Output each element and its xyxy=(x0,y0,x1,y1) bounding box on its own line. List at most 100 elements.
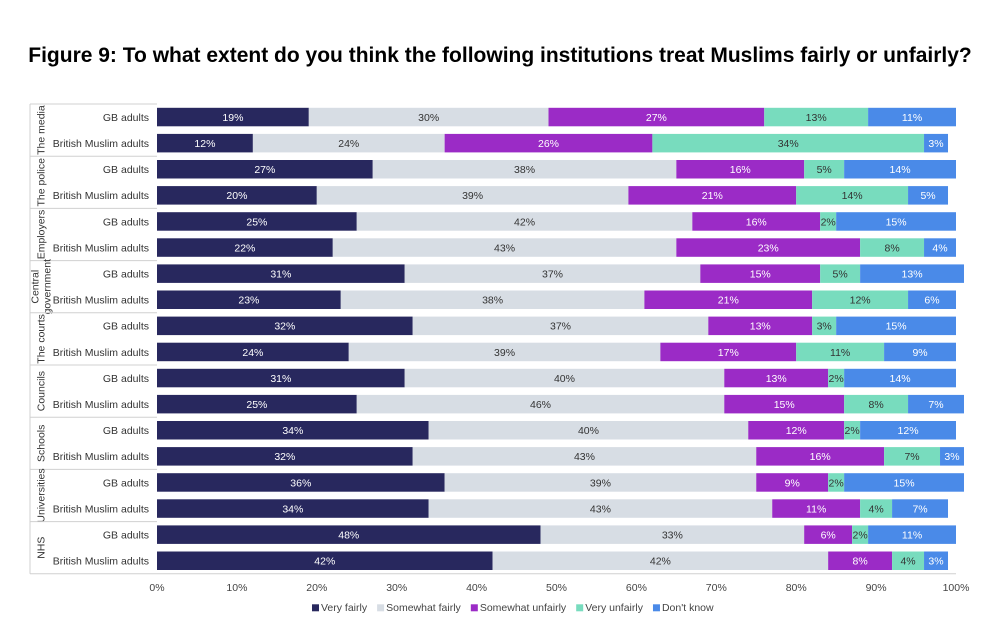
bar-segment xyxy=(332,238,677,257)
data-label: 21% xyxy=(702,190,723,202)
bar-segment xyxy=(796,342,885,362)
row-label: GB adults xyxy=(103,425,149,437)
data-label: 5% xyxy=(920,190,935,202)
data-label: 5% xyxy=(833,268,848,280)
data-label: 11% xyxy=(806,503,826,515)
bar-segment xyxy=(372,160,677,179)
data-label: 37% xyxy=(550,321,571,333)
data-label: 46% xyxy=(530,399,551,411)
data-label: 8% xyxy=(869,399,884,411)
bar-segment xyxy=(924,133,949,153)
legend-label: Very fairly xyxy=(321,602,368,614)
data-label: 2% xyxy=(829,477,844,489)
data-label: 7% xyxy=(928,399,943,411)
bar-segment xyxy=(652,133,925,153)
row-label: British Muslim adults xyxy=(53,451,149,463)
data-label: 23% xyxy=(758,242,779,254)
data-label: 14% xyxy=(890,164,911,176)
bar-segment xyxy=(924,551,949,570)
data-label: 31% xyxy=(270,268,291,280)
bar-segment xyxy=(756,473,829,492)
data-label: 39% xyxy=(590,477,611,489)
bar-segment xyxy=(157,212,357,231)
bar-segment xyxy=(772,499,861,518)
bar-segment xyxy=(724,394,845,414)
data-label: 27% xyxy=(254,164,275,176)
x-tick-label: 20% xyxy=(306,582,327,594)
data-label: 3% xyxy=(944,451,959,463)
legend-label: Very unfairly xyxy=(585,602,644,614)
bar-segment xyxy=(316,186,629,205)
bar-segment xyxy=(412,316,709,336)
bar-segment xyxy=(157,133,253,153)
data-label: 4% xyxy=(900,556,915,568)
row-label: British Muslim adults xyxy=(53,399,149,411)
bar-segment xyxy=(492,551,829,570)
bar-segment xyxy=(444,133,653,153)
group-label: Councils xyxy=(36,371,48,411)
bar-segment xyxy=(860,264,964,283)
data-label: 14% xyxy=(890,373,911,385)
data-label: 14% xyxy=(842,190,863,202)
bar-segment xyxy=(157,316,413,336)
bar-segment xyxy=(812,316,837,336)
bar-segment xyxy=(644,290,813,309)
x-tick-label: 0% xyxy=(149,582,164,594)
bar-segment xyxy=(157,421,429,440)
group-label: Centralgovernment xyxy=(30,259,54,315)
row-label: British Muslim adults xyxy=(53,347,149,359)
bar-segment xyxy=(724,368,829,388)
data-label: 13% xyxy=(750,321,771,333)
bar-segment xyxy=(676,160,805,179)
bar-segment xyxy=(844,368,956,388)
data-label: 2% xyxy=(853,529,868,541)
bar-segment xyxy=(836,212,956,231)
bar-segment xyxy=(340,290,645,309)
bar-segment xyxy=(692,212,821,231)
bar-segment xyxy=(892,499,949,518)
data-label: 3% xyxy=(928,138,943,150)
bar-segment xyxy=(940,447,964,466)
bar-segment xyxy=(540,525,805,544)
legend-swatch xyxy=(470,604,478,612)
bar-segment xyxy=(884,342,956,362)
data-label: 42% xyxy=(650,556,671,568)
data-label: 17% xyxy=(718,347,739,359)
bar-segment xyxy=(756,447,885,466)
bar-segment xyxy=(844,473,964,492)
data-label: 32% xyxy=(274,321,295,333)
bar-segment xyxy=(908,290,956,309)
row-label: British Muslim adults xyxy=(53,242,149,254)
group-label: Universities xyxy=(36,468,48,522)
data-label: 16% xyxy=(730,164,751,176)
bar-segment xyxy=(157,394,357,414)
bar-segment xyxy=(828,368,845,388)
bar-segment xyxy=(444,473,757,492)
row-label: GB adults xyxy=(103,112,149,124)
row-label: British Muslim adults xyxy=(53,190,149,202)
bar-segment xyxy=(157,238,333,257)
data-label: 42% xyxy=(514,216,535,228)
row-label: GB adults xyxy=(103,529,149,541)
data-label: 19% xyxy=(222,112,243,124)
row-label: British Muslim adults xyxy=(53,503,149,515)
data-label: 43% xyxy=(494,242,515,254)
bar-segment xyxy=(157,290,341,309)
bar-segment xyxy=(412,447,757,466)
data-label: 11% xyxy=(902,112,922,124)
data-label: 34% xyxy=(778,138,799,150)
bar-segment xyxy=(428,499,773,518)
bar-segment xyxy=(852,525,869,544)
data-label: 11% xyxy=(830,347,850,359)
data-label: 7% xyxy=(904,451,919,463)
data-label: 15% xyxy=(886,321,907,333)
bar-segment xyxy=(860,238,925,257)
data-label: 39% xyxy=(462,190,483,202)
data-label: 2% xyxy=(829,373,844,385)
bar-segment xyxy=(820,212,837,231)
bar-segment xyxy=(804,160,845,179)
bar-segment xyxy=(628,186,797,205)
data-label: 12% xyxy=(786,425,807,437)
bar-segment xyxy=(252,133,445,153)
bar-segment xyxy=(796,186,909,205)
